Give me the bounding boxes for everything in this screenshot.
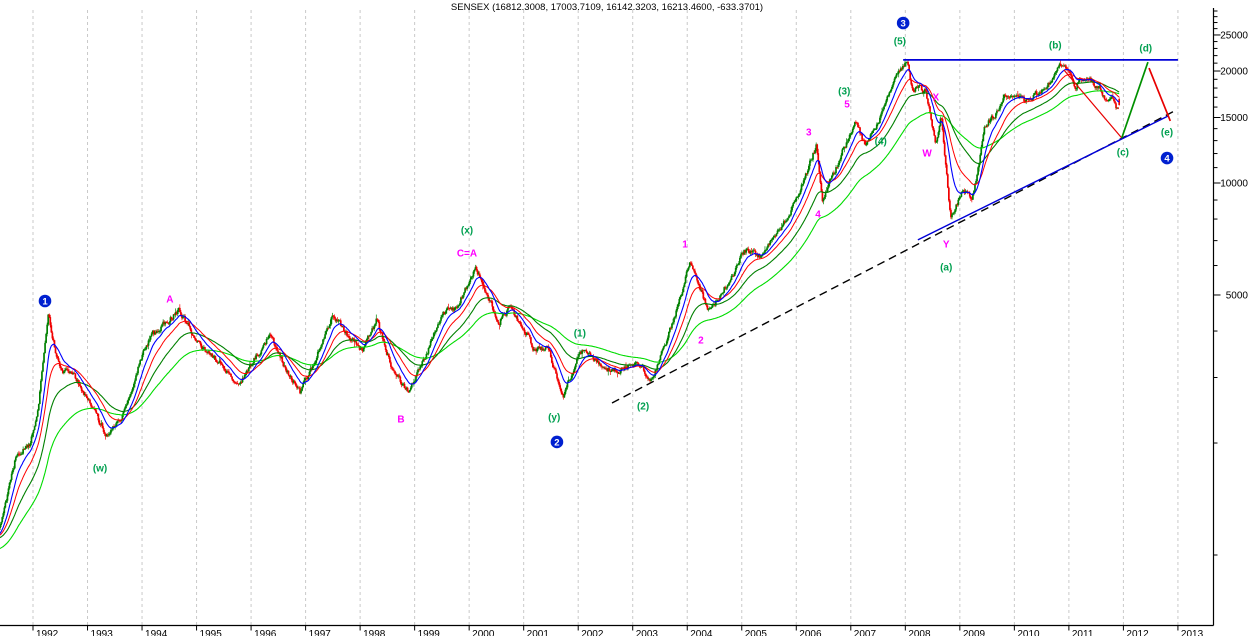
- svg-text:5000: 5000: [1226, 290, 1249, 301]
- circled-numbers-layer: 1 2 3 4: [38, 16, 1174, 448]
- svg-text:1993: 1993: [91, 629, 114, 636]
- circled-wave-4: 4: [1160, 151, 1174, 164]
- wave-label-B: B: [397, 414, 404, 425]
- ema-13-week: [0, 68, 1120, 535]
- wave-label-1: 1: [682, 240, 688, 251]
- svg-text:2011: 2011: [1072, 629, 1094, 636]
- wave-label-c: (c): [1117, 148, 1129, 159]
- svg-text:2013: 2013: [1181, 629, 1204, 636]
- axes: [0, 8, 1215, 627]
- ema-26-week: [0, 73, 1120, 536]
- x-axis-ticks: 1992 1993 1994 1995 1996 1997 1998 1999 2000 2001…: [32, 625, 1204, 636]
- svg-text:3: 3: [900, 18, 905, 29]
- circled-wave-2: 2: [550, 435, 564, 448]
- svg-text:25000: 25000: [1220, 30, 1248, 41]
- svg-text:1997: 1997: [309, 629, 332, 636]
- svg-text:2001: 2001: [527, 629, 550, 636]
- wave-label-e: (e): [1161, 128, 1173, 139]
- wave-label-y: (y): [548, 412, 560, 423]
- wave-label-4: (4): [875, 136, 887, 147]
- svg-text:2010: 2010: [1017, 629, 1040, 636]
- svg-text:2: 2: [554, 437, 559, 448]
- wave-label-X: X: [933, 92, 940, 103]
- wave-label-1: (1): [574, 329, 586, 340]
- circled-wave-3: 3: [896, 16, 910, 29]
- projection-decline-to-e: [1148, 67, 1172, 122]
- svg-text:2000: 2000: [472, 629, 495, 636]
- svg-text:2006: 2006: [799, 629, 822, 636]
- moving-average-lines: [0, 68, 1120, 550]
- svg-text:1999: 1999: [418, 629, 441, 636]
- trendlines-under: [611, 109, 1177, 404]
- wave-label-CA: C=A: [457, 249, 477, 260]
- svg-text:4: 4: [1164, 153, 1170, 164]
- wave-label-5: (5): [894, 37, 906, 48]
- wave-label-3: 3: [806, 128, 812, 139]
- wave-label-W: W: [922, 149, 932, 160]
- wave-label-x: (x): [461, 225, 473, 236]
- wave-label-b: (b): [1049, 40, 1062, 51]
- svg-text:15000: 15000: [1220, 113, 1248, 124]
- wave-label-Y: Y: [943, 240, 950, 251]
- wave-label-3: (3): [838, 87, 850, 98]
- y-axis-ticks: 5000 10000 15000 20000 25000: [1213, 10, 1249, 556]
- long-term-support-dashed: [611, 109, 1177, 404]
- svg-text:1: 1: [42, 296, 48, 307]
- chart-title: SENSEX (16812.3008, 17003.7109, 16142.32…: [450, 2, 764, 13]
- trendlines-layer: [903, 58, 1178, 241]
- wave-labels-layer: A B C=A 1 2 3 4 5 W X Y (w) (x) (y) (1) (2) (3) (4) (5) (a)…: [93, 37, 1173, 475]
- svg-text:1992: 1992: [36, 629, 59, 636]
- svg-text:2009: 2009: [963, 629, 986, 636]
- svg-text:1995: 1995: [200, 629, 223, 636]
- svg-text:2003: 2003: [636, 629, 659, 636]
- wave-label-2: (2): [637, 401, 649, 412]
- svg-text:1996: 1996: [254, 629, 277, 636]
- wave-label-w: (w): [93, 463, 107, 474]
- wave-label-5: 5: [844, 99, 850, 110]
- svg-text:2012: 2012: [1126, 629, 1149, 636]
- ema-104-week: [0, 90, 1120, 550]
- wave-label-a: (a): [940, 263, 952, 274]
- wave-label-A: A: [166, 295, 173, 306]
- wave-label-4: 4: [815, 209, 821, 220]
- svg-text:2007: 2007: [854, 629, 877, 636]
- post-2008-support-blue: [917, 115, 1169, 241]
- ema-52-week: [0, 81, 1120, 539]
- svg-text:2004: 2004: [690, 629, 713, 636]
- svg-text:20000: 20000: [1220, 67, 1248, 78]
- year-gridlines: [32, 10, 1179, 626]
- wave-label-2: 2: [698, 336, 704, 347]
- svg-text:1998: 1998: [363, 629, 386, 636]
- svg-text:2005: 2005: [745, 629, 768, 636]
- svg-text:10000: 10000: [1220, 179, 1248, 190]
- projection-advance-to-d: [1120, 61, 1149, 139]
- svg-text:1994: 1994: [145, 629, 168, 636]
- svg-text:2008: 2008: [908, 629, 931, 636]
- circled-wave-1: 1: [38, 294, 52, 307]
- projection-decline-to-c: [1063, 69, 1123, 139]
- wave-label-d: (d): [1139, 43, 1152, 54]
- candles-layer: [0, 59, 1121, 531]
- svg-text:2002: 2002: [581, 629, 604, 636]
